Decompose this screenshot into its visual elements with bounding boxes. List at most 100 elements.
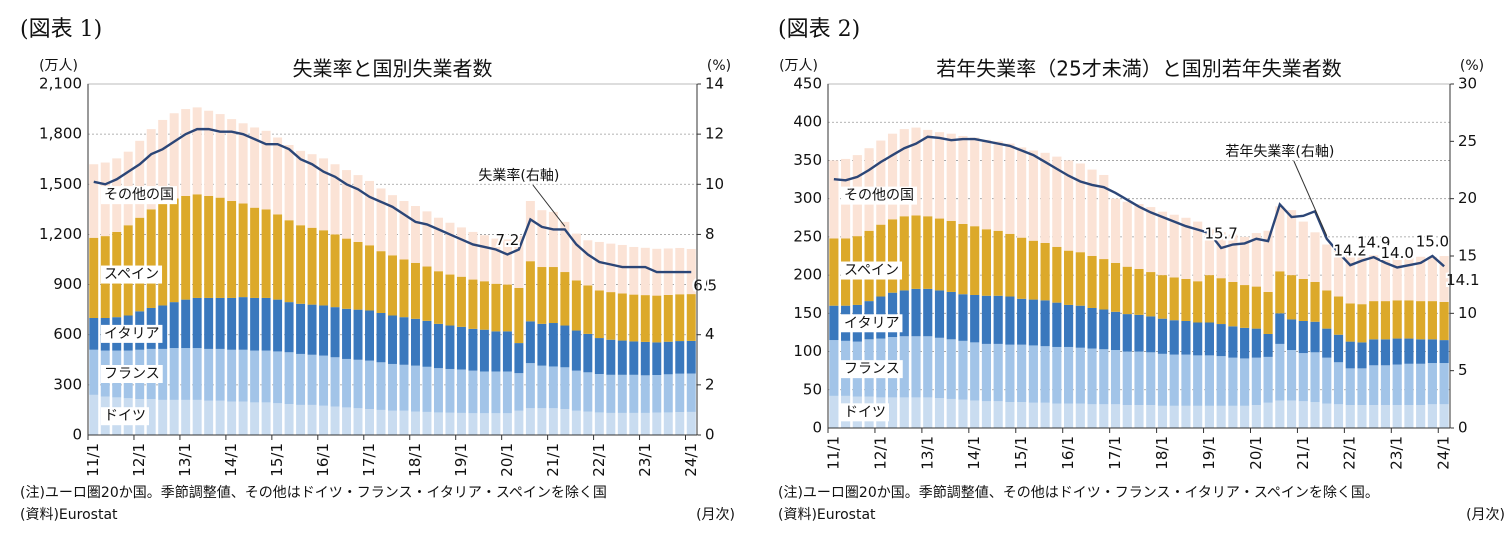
bar-segment [594, 338, 604, 374]
label-box [101, 186, 177, 205]
x-tick-label: 21/1 [1294, 436, 1312, 470]
label-box [101, 407, 149, 426]
x-tick-label: 11/1 [824, 436, 842, 470]
bar-segment [663, 294, 673, 342]
bar-segment [1005, 344, 1015, 403]
bar-segment [365, 360, 375, 410]
bar-segment [89, 394, 99, 435]
bar-segment [261, 297, 271, 351]
bar-segment [560, 367, 570, 410]
bar-segment [491, 371, 501, 414]
bar-segment [273, 137, 283, 215]
bar-segment [1216, 405, 1226, 428]
x-tick-label: 20/1 [498, 443, 516, 477]
bar-segment [365, 180, 375, 246]
bar-segment [934, 218, 945, 291]
bar-segment [1275, 271, 1285, 314]
bar-segment [399, 201, 409, 260]
bar-segment [422, 211, 432, 267]
bar-segment [1099, 259, 1109, 310]
bar-segment [238, 349, 248, 402]
bar-segment [1345, 368, 1355, 406]
y2-tick-label: 4 [705, 325, 715, 343]
bar-segment [491, 283, 501, 332]
bar-segment [1263, 356, 1273, 403]
bar-segment [353, 408, 363, 435]
data-label: 14.0 [1380, 244, 1413, 262]
y2-tick-label: 6 [705, 275, 715, 293]
bar-segment [686, 373, 696, 412]
bar-segment [1146, 316, 1156, 353]
bar-segment [1146, 207, 1156, 273]
bar-segment [479, 329, 489, 372]
bar-segment [296, 150, 306, 226]
bar-segment [1064, 250, 1074, 305]
bar-segment [911, 215, 921, 289]
bar-segment [250, 127, 260, 208]
bar-segment [537, 210, 547, 268]
y2-tick-label: 10 [1458, 304, 1477, 322]
panel-label: (図表 1) [20, 17, 102, 42]
bar-segment [158, 399, 168, 435]
bar-segment [629, 374, 639, 413]
bar-segment [227, 297, 237, 350]
bar-segment [479, 235, 489, 282]
bar-segment [652, 342, 662, 375]
bar-segment [445, 325, 455, 369]
bar-segment [433, 412, 443, 435]
bar-segment [571, 370, 581, 411]
bar-segment [250, 297, 260, 351]
bar-segment [1369, 301, 1379, 340]
bar-segment [1392, 300, 1402, 339]
bar-segment [981, 343, 992, 402]
bar-segment [583, 240, 593, 286]
bar-segment [1298, 320, 1308, 354]
bar-segment [330, 164, 340, 235]
bar-segment [353, 175, 363, 242]
y-tick-label: 1,800 [39, 125, 82, 143]
bar-segment [1427, 404, 1437, 428]
bar-segment [1439, 256, 1449, 302]
bar-segment [617, 340, 627, 375]
bar-segment [1416, 363, 1426, 406]
bar-segment [491, 238, 501, 284]
bar-segment [1099, 174, 1109, 260]
series-label: フランス [844, 361, 900, 377]
bar-segment [146, 209, 156, 308]
label-box [841, 360, 903, 379]
chart-title: 失業率と国別失業者数 [293, 57, 493, 81]
x-tick-label: 19/1 [1200, 436, 1218, 470]
bar-segment [1134, 204, 1144, 269]
x-axis-unit: (月次) [1466, 507, 1505, 523]
bar-segment [399, 259, 409, 318]
line-label: 若年失業率(右軸) [1225, 143, 1334, 160]
bar-segment [284, 352, 294, 405]
bar-segment [1322, 357, 1332, 404]
bar-segment [1369, 339, 1379, 366]
bar-segment [606, 374, 616, 413]
bar-segment [1322, 403, 1332, 428]
bar-segment [169, 302, 179, 349]
bar-segment [675, 341, 685, 374]
bar-segment [958, 340, 968, 400]
bar-segment [376, 409, 386, 435]
bar-segment [169, 399, 179, 435]
bar-segment [1052, 246, 1062, 303]
bar-segment [330, 307, 340, 358]
bar-segment [1122, 201, 1132, 267]
bar-segment [1075, 347, 1085, 404]
x-tick-label: 18/1 [1153, 436, 1171, 470]
bar-segment [1286, 319, 1297, 351]
bar-segment [307, 154, 317, 228]
bar-segment [1017, 344, 1027, 403]
bar-segment [583, 372, 593, 412]
bar-segment [422, 366, 432, 412]
bar-segment [1263, 291, 1273, 334]
bar-segment [934, 337, 945, 399]
bar-segment [273, 299, 283, 352]
note: (注)ユーロ圏20か国。季節調整値、その他はドイツ・フランス・イタリア・スペイン… [778, 484, 1379, 501]
bar-segment [1169, 320, 1179, 355]
bar-segment [215, 348, 225, 401]
bar-segment [617, 244, 627, 294]
bar-segment [1345, 253, 1355, 304]
